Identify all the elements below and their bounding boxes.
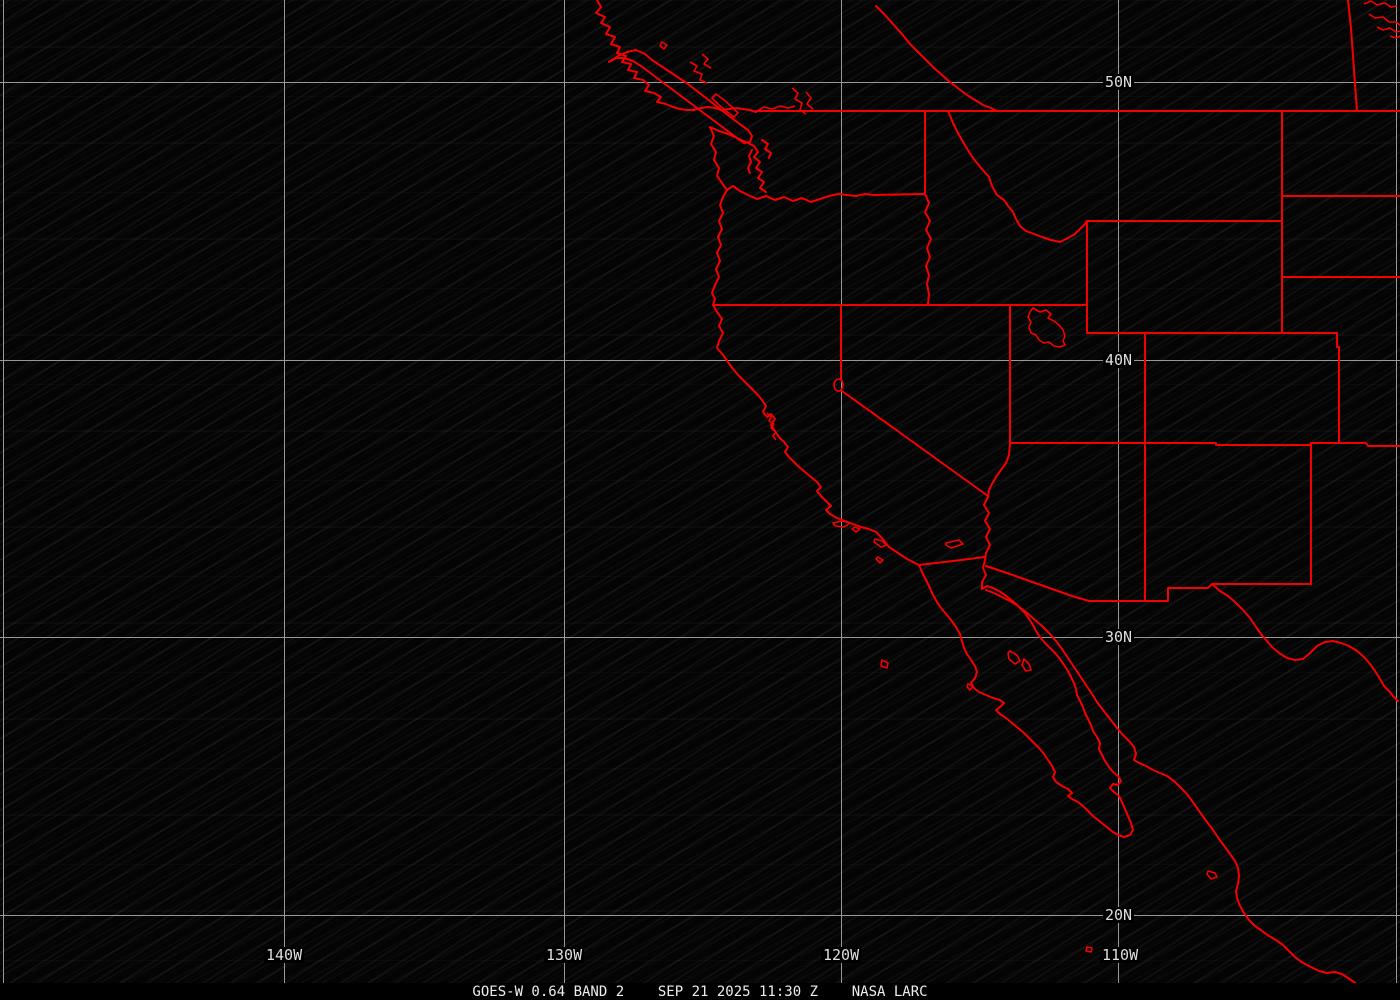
lat-label-50n: 50N bbox=[1103, 73, 1135, 91]
gulf-of-california-islands-path bbox=[1007, 650, 1032, 672]
vancouver-island-coastline-path bbox=[608, 49, 753, 144]
bc-mainland-coastline-path bbox=[595, 0, 757, 113]
caption-bar: GOES-W 0.64 BAND 2 SEP 21 2025 11:30 Z N… bbox=[0, 983, 1400, 1000]
wa-or-columbia-river-border-path bbox=[726, 185, 926, 203]
nm-bootheel-mexico-border-path bbox=[1144, 583, 1312, 602]
fraser-valley-lakes-path bbox=[755, 87, 814, 115]
az-mexico-border-path bbox=[985, 565, 1146, 602]
pacific-coastline-path bbox=[709, 126, 920, 566]
baja-pacific-islands-path bbox=[880, 659, 974, 691]
texada-island-path bbox=[711, 93, 739, 118]
lat-label-40n: 40N bbox=[1103, 351, 1135, 369]
id-mt-divide-border-path bbox=[947, 110, 1088, 243]
manitoba-lakes-path bbox=[1363, 0, 1400, 39]
lon-label-120w: 120W bbox=[821, 946, 862, 964]
rio-grande-border-path bbox=[1211, 583, 1399, 702]
ca-mexico-border-path bbox=[918, 556, 985, 566]
or-id-snake-river-border-path bbox=[924, 193, 932, 305]
lon-label-140w: 140W bbox=[264, 946, 305, 964]
37n-ut-az-co-nm-border-path bbox=[1009, 442, 1400, 447]
great-salt-lake-outline bbox=[1027, 307, 1066, 348]
georgia-strait-islets-path bbox=[659, 41, 712, 84]
baja-california-coastline-path bbox=[918, 564, 1134, 838]
socorro-island-path bbox=[1085, 946, 1093, 953]
bc-alberta-divide-border-path bbox=[875, 5, 998, 112]
colorado-river-ca-az-border-path bbox=[981, 496, 991, 590]
lat-label-20n: 20N bbox=[1103, 906, 1135, 924]
san-francisco-bay-path bbox=[766, 412, 777, 441]
ca-nv-diagonal-border-path bbox=[841, 390, 989, 497]
sonora-sinaloa-coastline-path bbox=[985, 589, 1357, 983]
sk-mb-border-path bbox=[1347, 0, 1358, 112]
nv-az-border-path bbox=[987, 442, 1011, 498]
co-east-border-path bbox=[1336, 332, 1340, 444]
lake-tahoe-outline bbox=[833, 378, 844, 392]
juan-de-fuca-puget-sound-path bbox=[709, 126, 772, 193]
lat-label-30n: 30N bbox=[1103, 628, 1135, 646]
map-outlines bbox=[595, 0, 1400, 983]
image-caption: GOES-W 0.64 BAND 2 SEP 21 2025 11:30 Z N… bbox=[472, 983, 928, 1000]
channel-islands-path bbox=[832, 520, 964, 564]
islas-marias-path bbox=[1206, 870, 1218, 880]
lon-label-110w: 110W bbox=[1100, 946, 1141, 964]
lon-label-130w: 130W bbox=[544, 946, 585, 964]
